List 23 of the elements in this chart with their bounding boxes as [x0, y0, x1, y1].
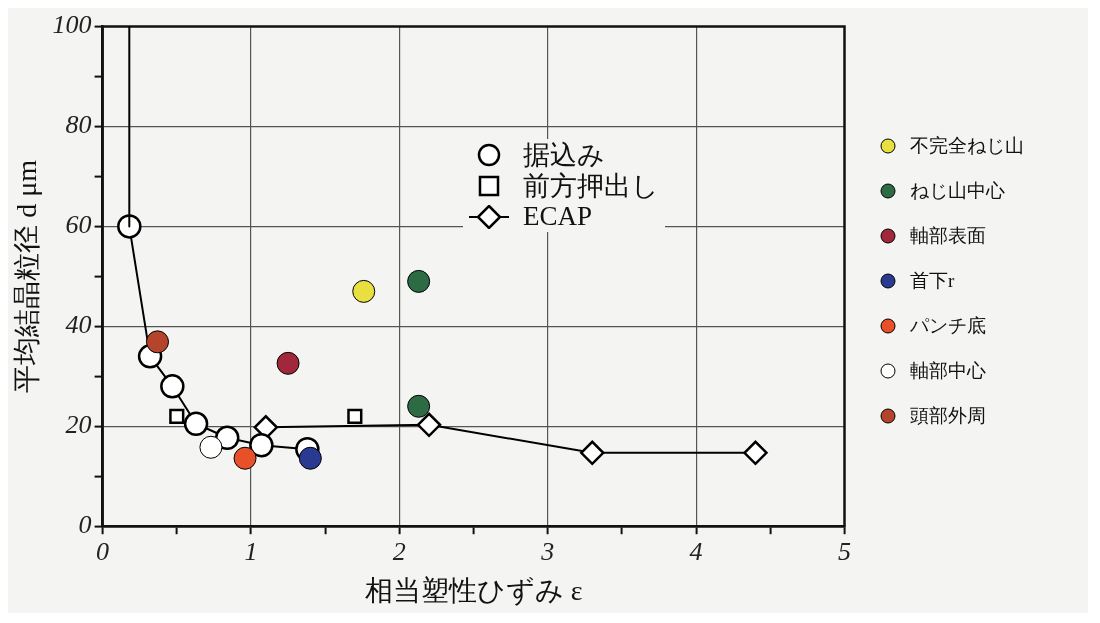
x-tick-label: 5	[838, 536, 851, 566]
x-tick-label: 3	[540, 536, 555, 566]
y-tick-label: 20	[65, 410, 92, 440]
legend-label: 首下r	[910, 268, 955, 293]
x-axis-title: 相当塑性ひずみ ε	[364, 574, 583, 606]
y-tick-label: 40	[65, 310, 92, 340]
x-tick-label: 2	[392, 536, 406, 566]
y-tick-label: 100	[52, 10, 92, 40]
x-tick-label: 4	[689, 536, 703, 566]
legend-label: ECAP	[523, 201, 593, 232]
y-tick-label: 60	[65, 210, 92, 240]
legend-label: 不完全ねじ山	[910, 133, 1024, 158]
y-tick-label: 0	[78, 510, 92, 540]
legend-label: 頭部外周	[910, 403, 986, 428]
legend-label: 軸部中心	[910, 358, 986, 383]
legend-label: 軸部表面	[910, 223, 986, 248]
x-tick-label: 1	[244, 536, 258, 566]
y-tick-label: 80	[65, 110, 92, 140]
legend-label: パンチ底	[910, 313, 986, 338]
legend-label: ねじ山中心	[910, 178, 1005, 203]
legend-label: 据込み	[523, 139, 605, 170]
legend-label: 前方押出し	[523, 170, 659, 201]
y-axis-title: 平均結晶粒径 d μm	[11, 159, 43, 393]
